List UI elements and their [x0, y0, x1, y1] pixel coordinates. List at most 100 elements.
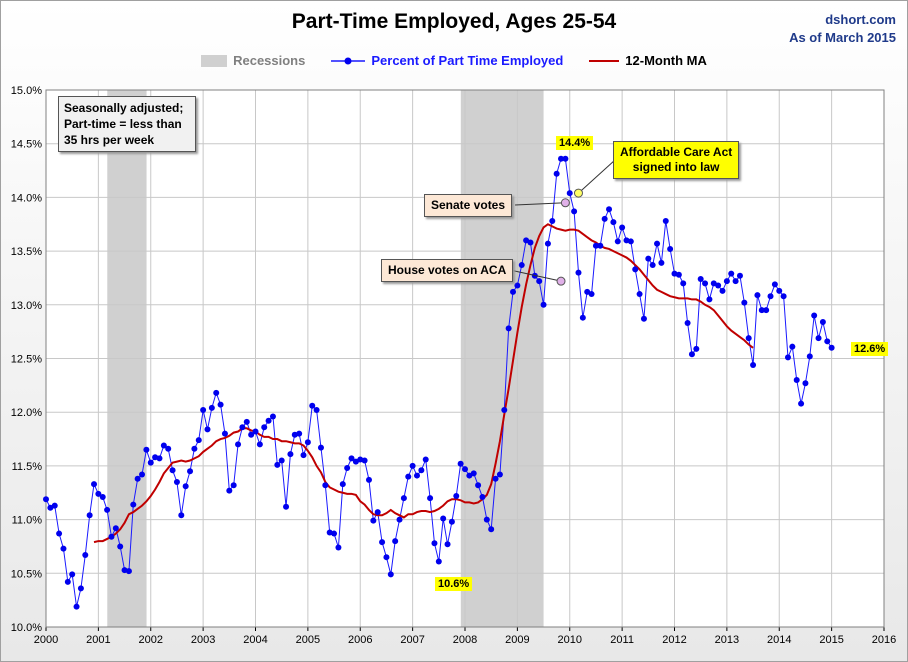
legend-percent-label: Percent of Part Time Employed — [371, 53, 564, 68]
source-label: dshort.com — [825, 12, 896, 27]
aca-signed-callout: Affordable Care Act signed into law — [613, 141, 740, 179]
y-tick-label: 12.5% — [11, 354, 42, 366]
data-point — [156, 455, 163, 462]
data-point — [387, 571, 394, 578]
data-point — [588, 291, 595, 298]
data-point — [370, 517, 377, 524]
aca-line-2: signed into law — [632, 160, 720, 174]
data-point — [667, 245, 674, 252]
data-point — [230, 482, 237, 489]
data-point — [614, 238, 621, 245]
data-point — [763, 307, 770, 314]
y-tick-label: 10.5% — [11, 568, 42, 580]
data-point — [680, 280, 687, 287]
x-tick-label: 2011 — [610, 634, 634, 646]
data-point — [501, 407, 508, 414]
data-point — [654, 240, 661, 247]
data-point — [719, 287, 726, 294]
data-point — [496, 471, 503, 478]
data-point — [536, 278, 543, 285]
note-box: Seasonally adjusted; Part-time = less th… — [58, 96, 196, 152]
data-point — [252, 428, 259, 435]
data-point — [309, 402, 316, 409]
data-point — [470, 470, 477, 477]
data-point — [754, 292, 761, 299]
x-tick-label: 2010 — [558, 634, 582, 646]
data-point — [527, 239, 534, 246]
data-point — [658, 259, 665, 266]
data-point — [91, 481, 98, 488]
data-point — [195, 437, 202, 444]
note-line-1: Seasonally adjusted; — [64, 101, 184, 115]
data-point — [488, 526, 495, 533]
data-point — [475, 482, 482, 489]
data-point — [706, 296, 713, 303]
data-point — [619, 224, 626, 231]
data-point — [627, 238, 634, 245]
x-tick-label: 2014 — [767, 634, 791, 646]
data-point — [165, 445, 172, 452]
data-point — [431, 540, 438, 547]
data-point — [147, 459, 154, 466]
data-point — [392, 538, 399, 545]
house-event-marker — [556, 276, 566, 286]
data-point — [798, 400, 805, 407]
data-point — [723, 278, 730, 285]
data-point — [806, 353, 813, 360]
data-point — [169, 467, 176, 474]
data-point — [56, 530, 63, 537]
data-point — [715, 282, 722, 289]
data-point — [86, 512, 93, 519]
data-point — [348, 455, 355, 462]
data-point — [448, 518, 455, 525]
data-point — [112, 525, 119, 532]
data-point — [317, 444, 324, 451]
legend-percent: Percent of Part Time Employed — [331, 53, 563, 68]
house-leader-line — [509, 269, 562, 282]
data-point — [335, 544, 342, 551]
note-line-2: Part-time = less than — [64, 117, 182, 131]
data-point — [379, 539, 386, 546]
data-point — [824, 338, 831, 345]
data-point — [99, 494, 106, 501]
data-point — [750, 361, 757, 368]
max-value-label: 14.4% — [556, 136, 594, 150]
data-point — [204, 426, 211, 433]
legend-ma-label: 12-Month MA — [625, 53, 707, 68]
data-point — [108, 533, 115, 540]
data-point — [217, 401, 224, 408]
x-tick-label: 2003 — [191, 634, 215, 646]
house-votes-callout: House votes on ACA — [381, 259, 514, 282]
data-point — [728, 270, 735, 277]
data-point — [636, 291, 643, 298]
data-point — [662, 218, 669, 225]
data-point — [344, 465, 351, 472]
data-point — [274, 461, 281, 468]
data-point — [688, 351, 695, 358]
data-point — [51, 502, 58, 509]
data-point — [684, 320, 691, 327]
data-point — [675, 271, 682, 278]
y-tick-label: 11.5% — [12, 461, 43, 473]
data-point — [741, 299, 748, 306]
data-point — [553, 170, 560, 177]
data-point — [597, 242, 604, 249]
aca-leader-line — [578, 159, 616, 194]
data-point — [784, 354, 791, 361]
data-point — [361, 457, 368, 464]
x-tick-label: 2008 — [453, 634, 477, 646]
x-tick-label: 2015 — [819, 634, 843, 646]
plot-border — [45, 89, 885, 628]
x-tick-label: 2001 — [86, 634, 110, 646]
data-point — [160, 442, 167, 449]
data-point — [125, 568, 132, 575]
line-icon — [589, 59, 620, 62]
data-point — [767, 293, 774, 300]
y-tick-label: 10.0% — [11, 622, 42, 634]
legend-recessions-label: Recessions — [233, 53, 306, 68]
data-point — [365, 476, 372, 483]
data-point — [182, 483, 189, 490]
data-point — [462, 466, 468, 473]
aca-event-marker — [573, 188, 583, 198]
